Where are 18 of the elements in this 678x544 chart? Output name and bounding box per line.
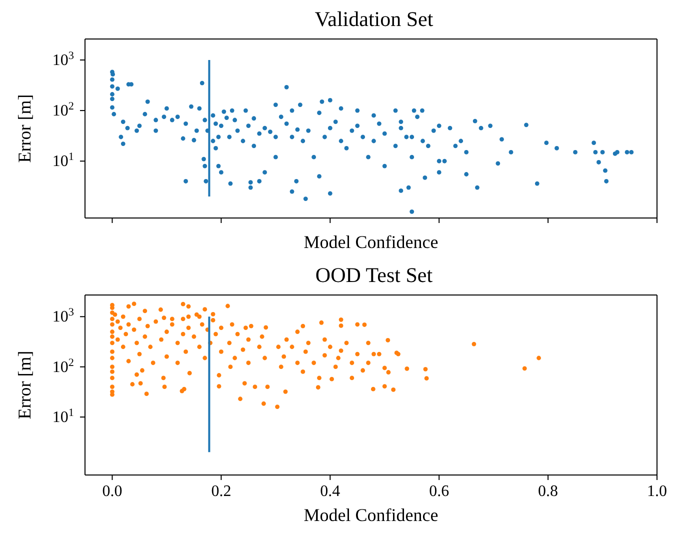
y-tick-label: 10$^{2}$ bbox=[52, 356, 74, 376]
x-tick-label: 0.8 bbox=[538, 483, 558, 500]
x-tick-label: 1.0 bbox=[647, 483, 667, 500]
x-tick-label: 0.0 bbox=[102, 483, 122, 500]
chart-title: OOD Test Set bbox=[314, 262, 434, 288]
y-tick-label: 10$^{3}$ bbox=[52, 50, 74, 69]
y-axis-title: Error [m] bbox=[14, 350, 34, 420]
y-tick-label: 10$^{1}$ bbox=[52, 407, 74, 426]
x-tick-label: 0.2 bbox=[211, 483, 232, 500]
y-tick-label: 10$^{1}$ bbox=[52, 151, 74, 170]
y-axis-title: Error [m] bbox=[14, 94, 34, 163]
y-tick-label: 10$^{3}$ bbox=[52, 306, 74, 326]
x-tick-label: 0.4 bbox=[320, 483, 340, 500]
chart-title: Validation Set bbox=[314, 7, 434, 31]
y-tick-label: 10$^{2}$ bbox=[52, 100, 74, 120]
x-axis-title: Model Confidence bbox=[304, 505, 438, 525]
x-axis-title: Model Confidence bbox=[304, 232, 438, 252]
x-tick-label: 0.6 bbox=[429, 483, 450, 500]
